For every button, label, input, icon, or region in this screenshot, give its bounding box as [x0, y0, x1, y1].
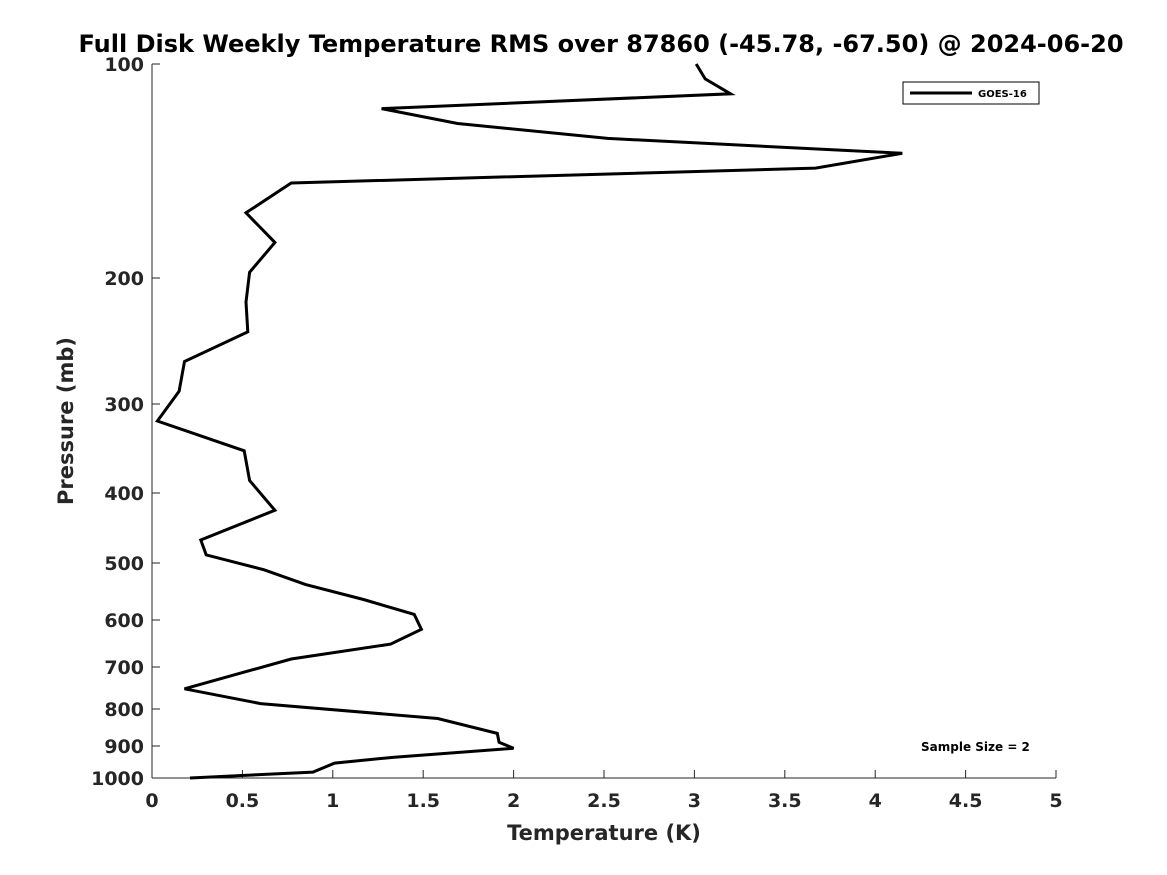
y-tick-label: 400	[104, 483, 144, 505]
series-line-goes-16	[154, 63, 903, 780]
y-tick-label: 500	[104, 553, 144, 575]
x-ticks: 0 0.5 1 1.5 2 2.5 3 3.5 4 4.5 5	[145, 770, 1063, 812]
x-tick-label: 5	[1049, 790, 1062, 812]
x-tick-label: 4	[869, 790, 882, 812]
x-tick-label: 4.5	[949, 790, 983, 812]
y-tick-label: 900	[104, 736, 144, 758]
y-tick-label: 300	[104, 394, 144, 416]
chart-title: Full Disk Weekly Temperature RMS over 87…	[78, 30, 1123, 58]
x-tick-label: 3.5	[768, 790, 802, 812]
legend: GOES-16	[902, 81, 1040, 105]
y-tick-label: 600	[104, 610, 144, 632]
x-axis-label: Temperature (K)	[507, 821, 701, 845]
y-tick-label: 700	[104, 657, 144, 679]
x-tick-label: 3	[688, 790, 701, 812]
x-tick-label: 2	[507, 790, 520, 812]
y-tick-label: 1000	[91, 768, 144, 790]
x-tick-label: 0	[145, 790, 158, 812]
x-tick-label: 1.5	[406, 790, 440, 812]
x-tick-label: 0.5	[226, 790, 260, 812]
y-tick-label: 800	[104, 699, 144, 721]
y-ticks: 100 200 300 400 500 600 700 800 900 1000	[91, 54, 160, 790]
x-tick-label: 1	[326, 790, 339, 812]
y-tick-label: 100	[104, 54, 144, 76]
legend-entry-goes-16: GOES-16	[978, 89, 1027, 100]
y-axis-label: Pressure (mb)	[54, 337, 78, 505]
y-tick-label: 200	[104, 268, 144, 290]
sample-size-annotation: Sample Size = 2	[921, 740, 1030, 754]
series-layer	[154, 63, 903, 780]
x-tick-label: 2.5	[587, 790, 621, 812]
